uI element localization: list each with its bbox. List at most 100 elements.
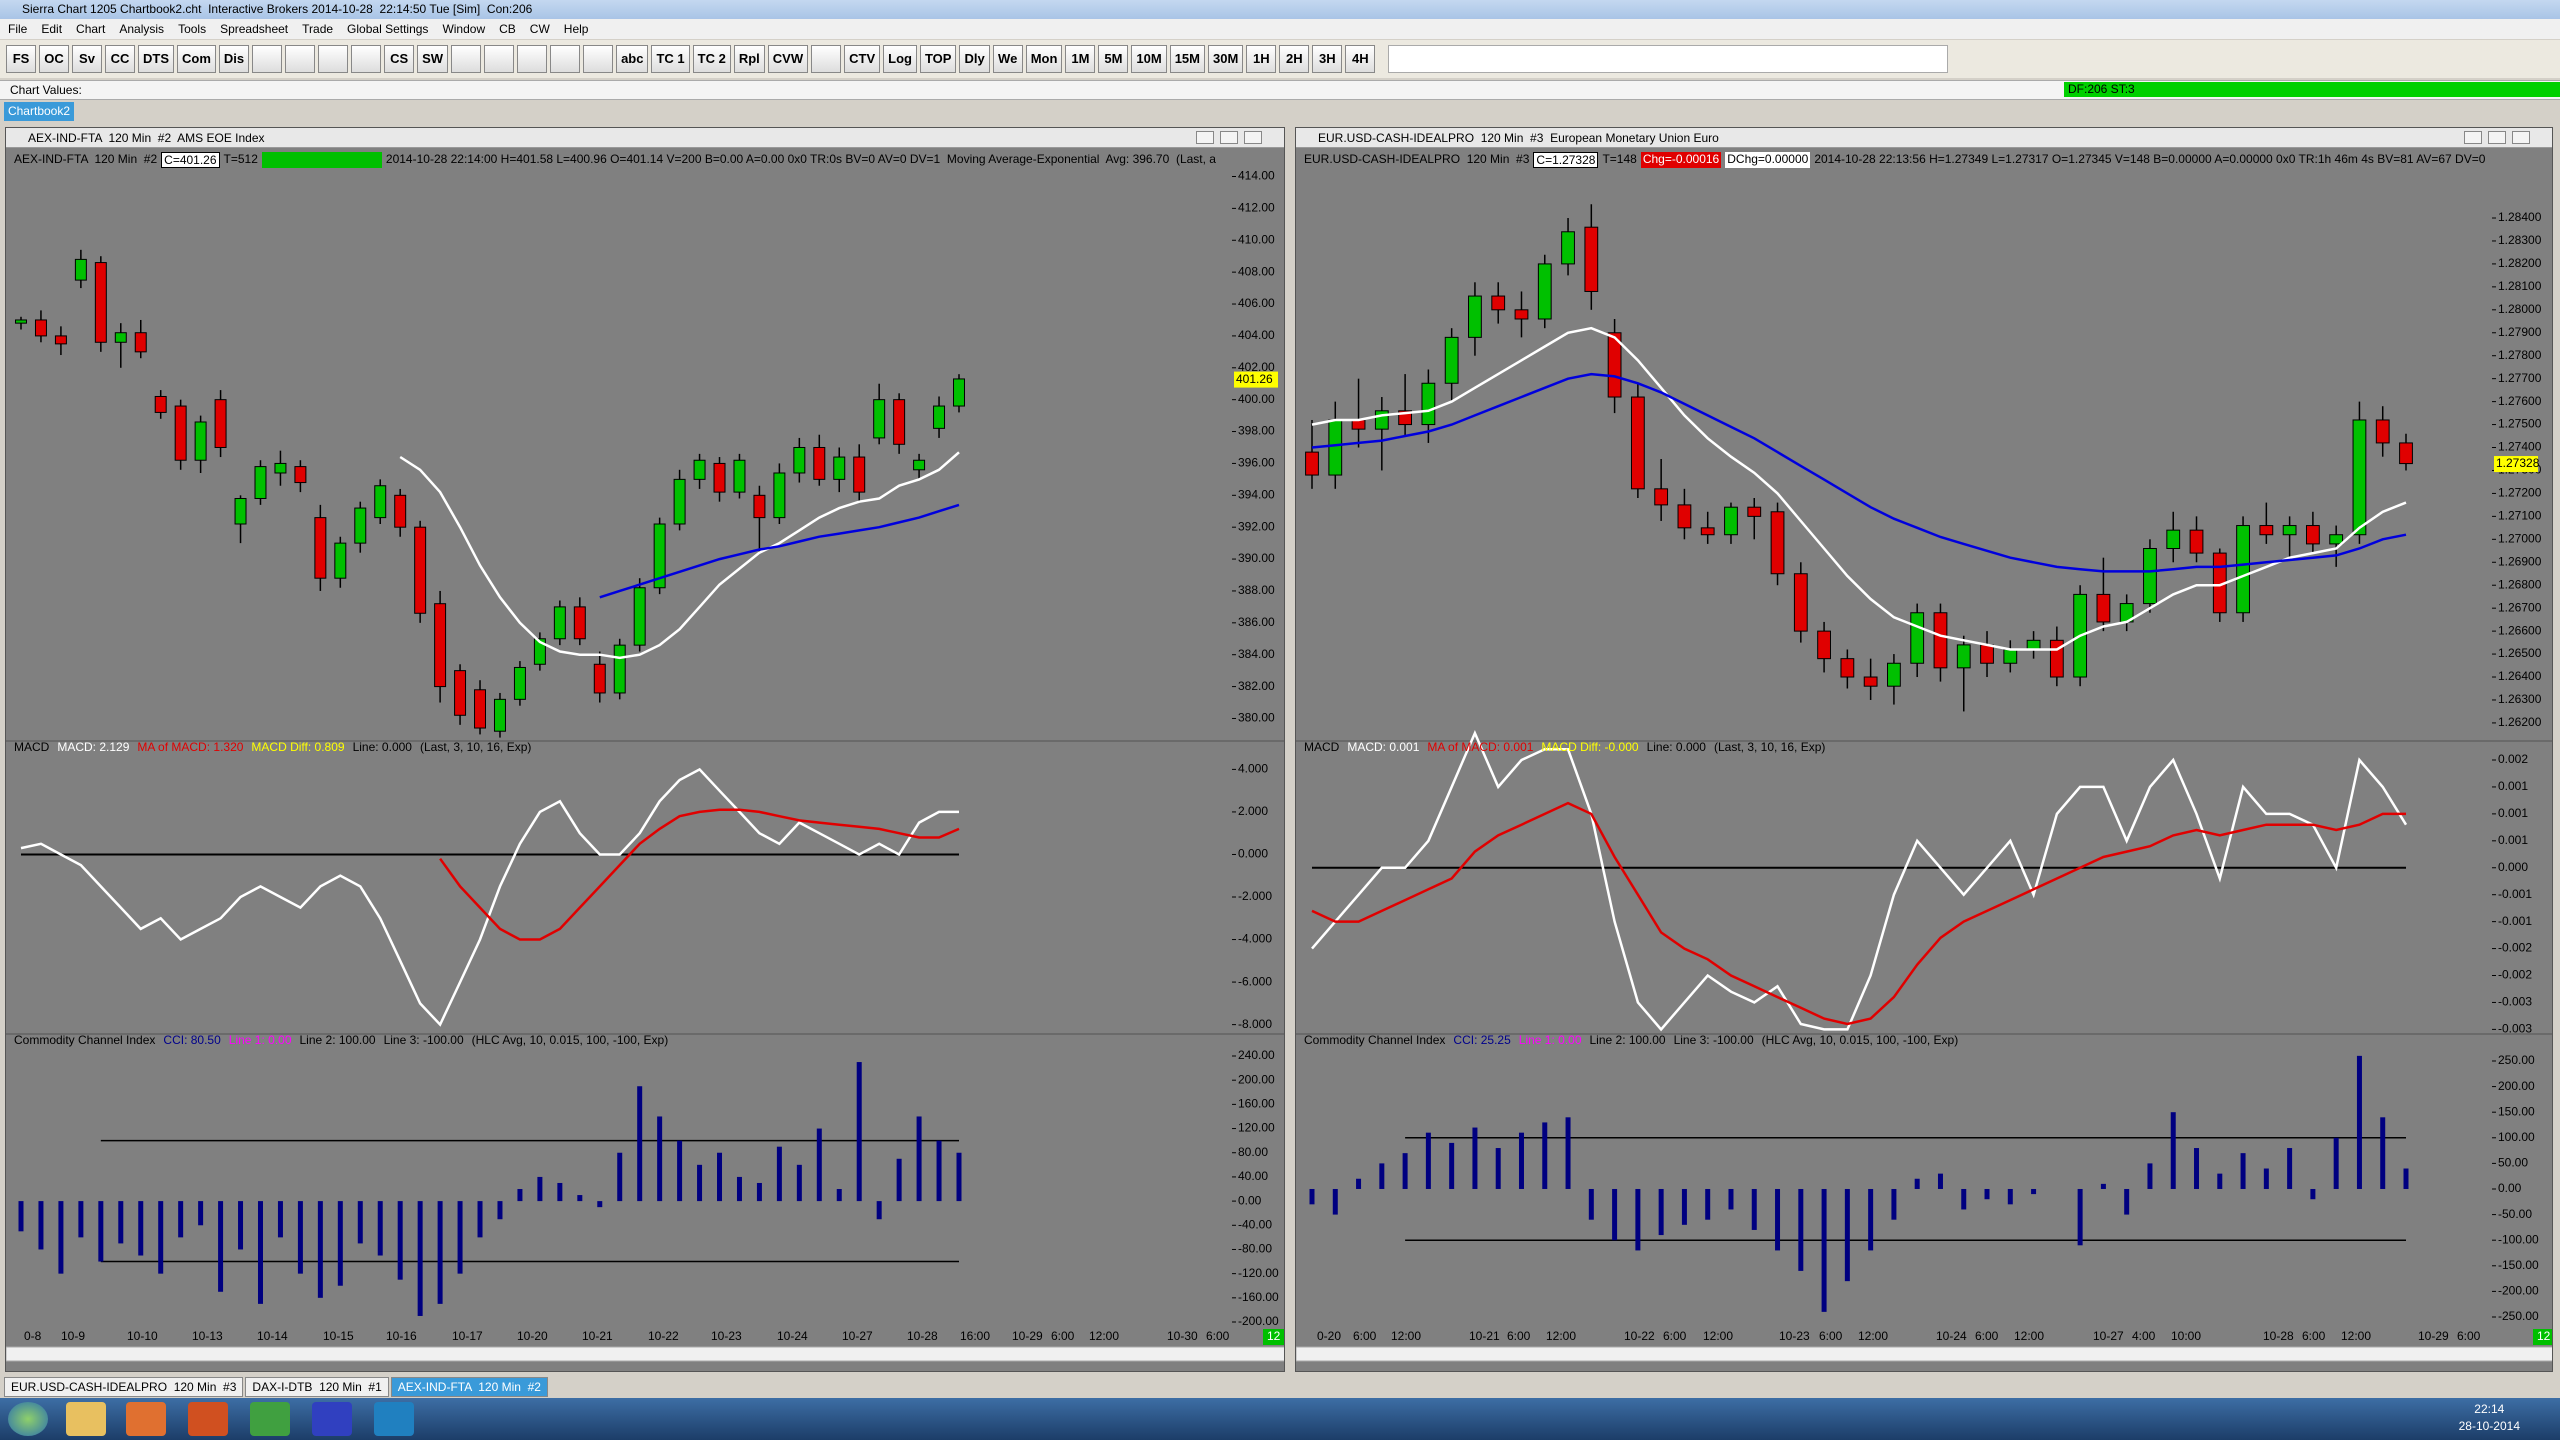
pane-label-part: MA of MACD: 1.320 [137,740,244,754]
pane-label-part: MACD [1304,740,1340,754]
toolbar-button[interactable]: 1H [1246,45,1277,73]
chart-tab[interactable]: EUR.USD-CASH-IDEALPRO 120 Min #3 [4,1377,244,1397]
window-button[interactable] [1244,131,1262,144]
taskbar-icon[interactable] [66,1402,106,1436]
toolbar-button[interactable]: 10M [1131,45,1167,73]
y-tick-label: 120.00 [1238,1121,1275,1135]
window-button[interactable] [2488,131,2506,144]
menu-item[interactable]: CB [499,22,516,36]
window-title: AEX-IND-FTA 120 Min #2 AMS EOE Index [6,128,1284,148]
x-tick-label: 10-27 [2093,1329,2124,1343]
toolbar-button[interactable]: Log [883,45,917,73]
tool-icon[interactable] [484,45,515,73]
toolbar-button[interactable]: FS [6,45,36,73]
start-button[interactable] [8,1402,48,1436]
pane-label-part: MACD [14,740,50,754]
taskbar-icon[interactable] [374,1402,414,1436]
toolbar-button[interactable]: CTV [844,45,881,73]
toolbar-button[interactable]: DTS [138,45,174,73]
toolbar-button[interactable]: abc [616,45,649,73]
y-tick-label: 1.27700 [2498,371,2542,385]
toolbar-button[interactable]: Mon [1025,45,1063,73]
toolbar-button[interactable]: We [992,45,1023,73]
toolbar-field[interactable] [1388,45,1949,73]
menu-item[interactable]: Trade [302,22,334,36]
toolbar-button[interactable]: Dly [959,45,990,73]
menu-item[interactable]: File [8,22,28,36]
toolbar-button[interactable]: TC 2 [692,45,731,73]
toolbar-button[interactable]: CC [105,45,135,73]
tool-icon[interactable] [318,45,349,73]
toolbar-button[interactable]: 5M [1098,45,1129,73]
candle-body [813,446,826,480]
menu-item[interactable]: Help [563,22,589,36]
menu-item[interactable]: Edit [41,22,63,36]
menu-item[interactable]: Spreadsheet [220,22,289,36]
chart-tab[interactable]: AEX-IND-FTA 120 Min #2 [390,1377,548,1397]
candle-body [1793,573,1808,632]
toolbar-button[interactable]: CVW [767,45,809,73]
tool-icon[interactable] [550,45,581,73]
toolbar-button[interactable]: 3H [1312,45,1343,73]
toolbar-button[interactable]: Dis [218,45,250,73]
toolbar-button[interactable]: OC [39,45,69,73]
tool-icon[interactable] [517,45,548,73]
tool-icon[interactable] [451,45,482,73]
window-button[interactable] [2464,131,2482,144]
chart-window: EUR.USD-CASH-IDEALPRO 120 Min #3 Europea… [1295,127,2553,1372]
toolbar-button[interactable]: Rpl [733,45,765,73]
tool-icon[interactable] [285,45,316,73]
macd-signal-line [439,808,960,941]
scrollbar[interactable] [6,1346,1285,1362]
toolbar-button[interactable]: 2H [1279,45,1310,73]
candle-body [1421,382,1436,426]
y-tick-label: 386.00 [1238,615,1275,629]
toolbar-button[interactable]: TC 1 [651,45,690,73]
y-tick-label: 404.00 [1238,328,1275,342]
toolbar-button[interactable]: TOP [919,45,957,73]
scrollbar[interactable] [1296,1346,2553,1362]
menu-item[interactable]: CW [529,22,550,36]
candle-body [593,663,606,694]
menu-item[interactable]: Tools [178,22,207,36]
cci-bar [1612,1188,1618,1241]
toolbar-button[interactable]: 4H [1345,45,1376,73]
toolbar-button[interactable]: Com [177,45,216,73]
window-button[interactable] [1220,131,1238,144]
menu-item[interactable]: Global Settings [347,22,429,36]
info-indicator [261,152,382,168]
toolbar-button[interactable]: CS [384,45,415,73]
toolbar-button[interactable]: SW [417,45,449,73]
pane-label-part: MACD: 0.001 [1347,740,1420,754]
chart-values-bar: Chart Values: [0,80,2560,100]
taskbar-icon[interactable] [188,1402,228,1436]
menu-item[interactable]: Analysis [119,22,165,36]
toolbar-button[interactable]: 15M [1169,45,1205,73]
toolbar-button[interactable]: 1M [1065,45,1096,73]
window-button[interactable] [2512,131,2530,144]
chart-window: AEX-IND-FTA 120 Min #2 AMS EOE Index 414.… [5,127,1285,1372]
pane-label-part: MACD Diff: -0.000 [1541,740,1639,754]
menu-item[interactable]: Chart [76,22,106,36]
cci-bar [677,1140,683,1202]
tool-icon[interactable] [252,45,283,73]
y-tick-label: -40.00 [1238,1217,1272,1231]
tool-icon[interactable] [583,45,614,73]
toolbar-button[interactable]: Sv [72,45,102,73]
y-tick-label: 1.26600 [2498,623,2542,637]
taskbar-icon[interactable] [250,1402,290,1436]
y-tick-label: 392.00 [1238,519,1275,533]
menu-item[interactable]: Window [442,22,486,36]
window-button[interactable] [1196,131,1214,144]
chartbook-tab[interactable]: Chartbook2 [4,102,74,121]
toolbar-button[interactable]: 30M [1208,45,1244,73]
tool-icon[interactable] [811,45,842,73]
cci-bar [158,1201,164,1274]
tool-icon[interactable] [351,45,382,73]
pane-label: Commodity Channel Index CCI: 80.50 Line 1:… [14,1033,668,1047]
taskbar-icon[interactable] [126,1402,166,1436]
taskbar-icon[interactable] [312,1402,352,1436]
cci-bar [557,1182,563,1202]
chart-tab[interactable]: DAX-I-DTB 120 Min #1 [245,1377,389,1397]
cci-bar [736,1176,742,1202]
